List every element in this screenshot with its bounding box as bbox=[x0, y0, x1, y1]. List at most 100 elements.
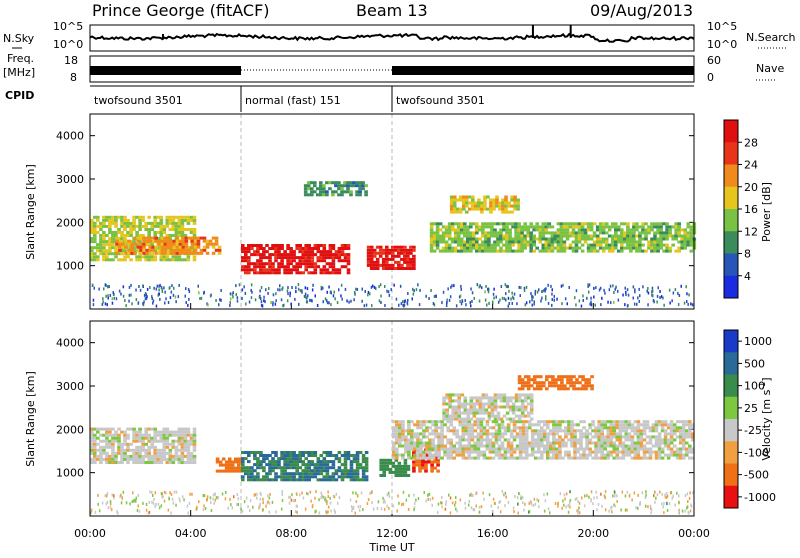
scatter-cell bbox=[542, 289, 545, 293]
data-cell bbox=[559, 222, 564, 226]
data-cell bbox=[274, 451, 278, 454]
scatter-cell bbox=[479, 284, 481, 288]
scatter-cell bbox=[563, 493, 566, 497]
data-cell bbox=[660, 420, 665, 424]
data-cell bbox=[172, 251, 177, 255]
data-cell bbox=[555, 453, 559, 457]
data-cell bbox=[633, 450, 638, 454]
data-cell bbox=[430, 469, 434, 473]
data-cell bbox=[138, 448, 142, 452]
data-cell bbox=[501, 207, 505, 211]
data-cell bbox=[478, 246, 482, 250]
data-cell bbox=[576, 456, 580, 460]
data-cell bbox=[111, 445, 115, 449]
data-cell bbox=[120, 224, 124, 228]
scatter-cell bbox=[263, 295, 265, 299]
data-cell bbox=[289, 466, 293, 470]
data-cell bbox=[600, 426, 604, 430]
data-cell bbox=[521, 450, 526, 454]
data-cell bbox=[493, 402, 498, 406]
data-cell bbox=[606, 441, 610, 445]
data-cell bbox=[319, 184, 323, 188]
data-cell bbox=[479, 423, 484, 427]
scatter-cell bbox=[304, 294, 306, 298]
data-cell bbox=[437, 435, 441, 439]
data-cell bbox=[156, 461, 160, 464]
data-cell bbox=[595, 243, 600, 247]
data-cell bbox=[484, 246, 488, 250]
data-cell bbox=[653, 231, 657, 235]
scatter-cell bbox=[644, 504, 647, 508]
data-cell bbox=[469, 417, 474, 421]
data-cell bbox=[598, 237, 603, 241]
data-cell bbox=[681, 432, 686, 436]
data-cell bbox=[310, 463, 315, 467]
data-cell bbox=[162, 445, 167, 449]
data-cell bbox=[413, 444, 417, 448]
data-cell bbox=[262, 256, 266, 260]
data-cell bbox=[429, 243, 434, 247]
data-cell bbox=[604, 243, 609, 247]
scatter-cell bbox=[545, 295, 547, 299]
data-cell bbox=[180, 445, 185, 449]
data-cell bbox=[171, 442, 176, 446]
data-cell bbox=[632, 231, 636, 235]
data-cell bbox=[479, 453, 484, 457]
scatter-cell bbox=[320, 496, 322, 500]
scatter-cell bbox=[262, 501, 264, 505]
scatter-cell bbox=[168, 497, 170, 501]
data-cell bbox=[192, 215, 197, 219]
data-cell bbox=[512, 450, 517, 454]
scatter-cell bbox=[155, 304, 158, 308]
data-cell bbox=[340, 244, 345, 247]
data-cell bbox=[340, 454, 345, 457]
scatter-cell bbox=[294, 297, 296, 301]
data-cell bbox=[406, 267, 410, 270]
data-cell bbox=[303, 193, 308, 197]
data-cell bbox=[467, 432, 472, 436]
data-cell bbox=[671, 243, 675, 247]
data-cell bbox=[256, 253, 260, 257]
data-cell bbox=[506, 441, 511, 445]
data-cell bbox=[583, 222, 588, 226]
data-cell bbox=[277, 256, 281, 260]
data-cell bbox=[517, 243, 521, 247]
data-cell bbox=[153, 451, 157, 455]
data-cell bbox=[458, 438, 462, 442]
data-cell bbox=[491, 426, 496, 430]
data-cell bbox=[530, 432, 535, 436]
data-cell bbox=[422, 450, 426, 454]
data-cell bbox=[473, 420, 478, 424]
scatter-cell bbox=[423, 491, 425, 494]
scatter-cell bbox=[187, 511, 189, 515]
data-cell bbox=[582, 453, 586, 457]
data-cell bbox=[256, 244, 260, 247]
scatter-cell bbox=[518, 492, 520, 495]
data-cell bbox=[434, 450, 438, 454]
scatter-cell bbox=[306, 300, 309, 304]
data-cell bbox=[592, 231, 597, 235]
scatter-cell bbox=[633, 302, 636, 306]
scatter-cell bbox=[400, 302, 403, 306]
data-cell bbox=[609, 432, 613, 436]
data-cell bbox=[472, 234, 476, 238]
data-cell bbox=[364, 451, 369, 454]
data-cell bbox=[505, 402, 510, 406]
data-cell bbox=[289, 259, 293, 263]
scatter-cell bbox=[283, 303, 285, 307]
data-cell bbox=[461, 423, 466, 427]
data-cell bbox=[592, 249, 597, 253]
data-cell bbox=[686, 231, 691, 235]
data-cell bbox=[665, 231, 669, 235]
data-cell bbox=[521, 435, 526, 439]
scatter-cell bbox=[202, 508, 205, 512]
scatter-cell bbox=[533, 497, 536, 501]
scatter-cell bbox=[120, 292, 122, 296]
data-cell bbox=[102, 445, 106, 449]
data-cell bbox=[96, 218, 100, 222]
data-cell bbox=[626, 225, 630, 229]
data-cell bbox=[114, 454, 118, 458]
data-cell bbox=[394, 467, 399, 471]
data-cell bbox=[171, 439, 176, 443]
scatter-cell bbox=[580, 304, 583, 308]
